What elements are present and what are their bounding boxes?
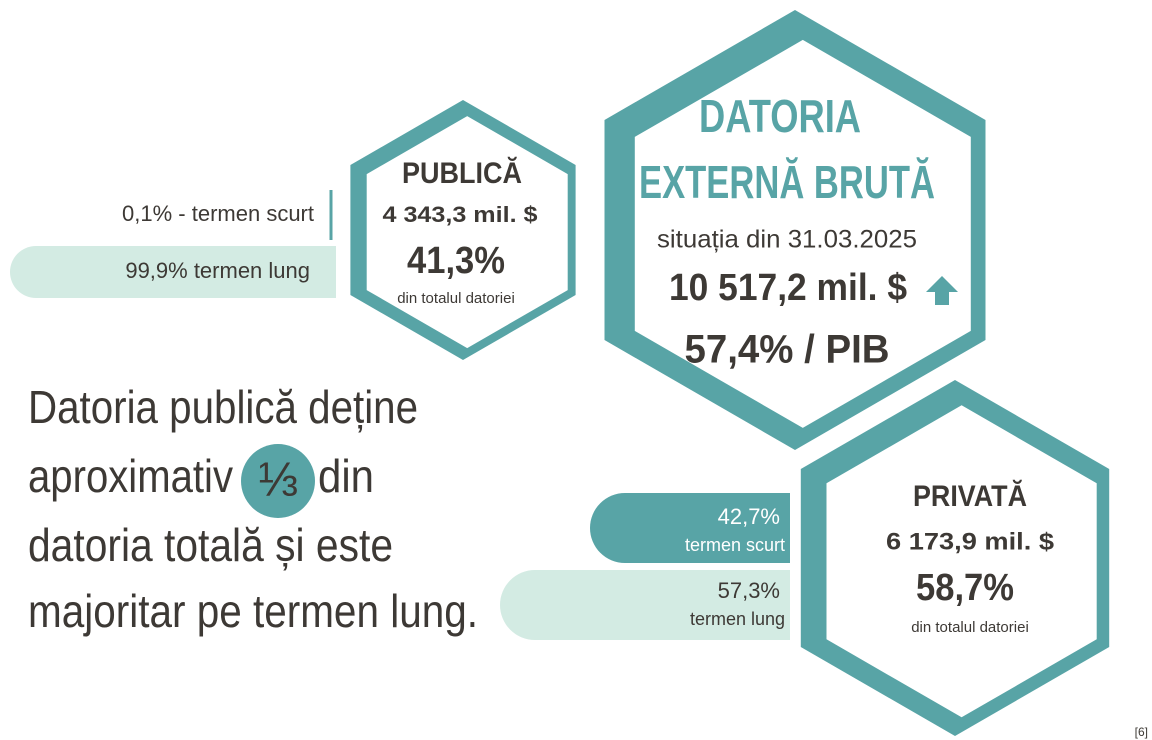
hexagons (350, 10, 1110, 736)
total-title: EXTERNĂ BRUTĂ (639, 156, 935, 208)
short-term-share: 42,7% (718, 504, 780, 529)
public-amount: 4 343,3 mil. $ (383, 202, 538, 227)
statement-line: datoria totală și este (28, 519, 393, 571)
hexagon-inner (366, 116, 568, 349)
statement-line: Datoria publică deține (28, 381, 418, 433)
statement-line: aproximativ (28, 450, 233, 502)
total-date: situația din 31.03.2025 (657, 226, 917, 254)
public-title: PUBLICĂ (402, 156, 522, 190)
long-term-bar (500, 570, 790, 640)
public-note: din totalul datoriei (397, 290, 515, 307)
total-gdp: 57,4% / PIB (685, 328, 890, 372)
hexagon-inner (634, 39, 971, 428)
statement-line: majoritar pe termen lung. (28, 585, 478, 637)
long-term-share: 57,3% (718, 578, 780, 603)
long-term-label: termen lung (690, 609, 785, 629)
fraction-circle (241, 444, 315, 518)
short-term-label: termen scurt (685, 535, 785, 555)
source: [6] (1135, 725, 1148, 739)
long-term-bar (10, 246, 336, 298)
total-amount: 10 517,2 mil. $ (669, 267, 907, 309)
private-title: PRIVATĂ (913, 479, 1027, 513)
short-term-bar (590, 493, 790, 563)
up-arrow (926, 276, 958, 305)
hexagon-inner (826, 405, 1097, 718)
total-title: DATORIA (699, 90, 861, 142)
fraction: ⅓ (258, 454, 298, 507)
public-share: 41,3% (407, 240, 505, 282)
short-term-label: 0,1% - termen scurt (122, 201, 314, 226)
private-share: 58,7% (916, 567, 1014, 609)
private-amount: 6 173,9 mil. $ (886, 528, 1055, 555)
statement-line: din (318, 450, 374, 502)
private-note: din totalul datoriei (911, 619, 1029, 636)
long-term-label: 99,9% termen lung (125, 258, 310, 283)
